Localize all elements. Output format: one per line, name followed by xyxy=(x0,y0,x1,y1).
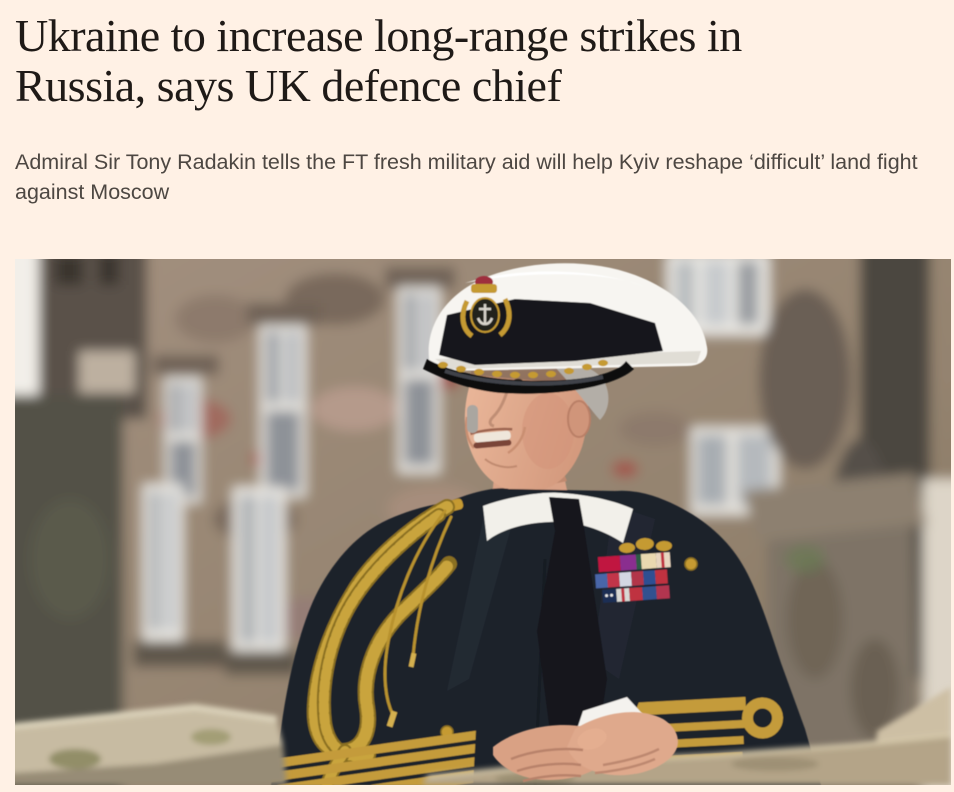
cap-badge-icon xyxy=(460,276,512,339)
stone-pillar xyxy=(743,473,927,785)
window-upper-left xyxy=(247,303,321,497)
necktie xyxy=(537,497,607,759)
article-headline: Ukraine to increase long-range strikes i… xyxy=(15,10,742,111)
medal-ribbons xyxy=(595,552,671,603)
cap-peak xyxy=(423,359,634,394)
chest-emblem xyxy=(619,537,672,553)
admiral-face xyxy=(464,361,589,493)
article-standfirst: Admiral Sir Tony Radakin tells the FT fr… xyxy=(15,150,918,204)
cap-oak-leaves xyxy=(438,359,608,379)
article-image xyxy=(15,259,951,785)
admiral-ear xyxy=(567,400,591,438)
admiral-smile xyxy=(470,427,513,449)
window-upper-mid xyxy=(385,267,455,473)
admiral-cap xyxy=(423,263,708,394)
window-lower-left xyxy=(133,484,299,675)
admiral-hands xyxy=(493,712,678,783)
photo-admiral-portrait xyxy=(15,259,951,785)
admiral-figure xyxy=(271,263,821,785)
gold-button xyxy=(684,557,698,571)
stone-ledge-left xyxy=(15,703,287,785)
